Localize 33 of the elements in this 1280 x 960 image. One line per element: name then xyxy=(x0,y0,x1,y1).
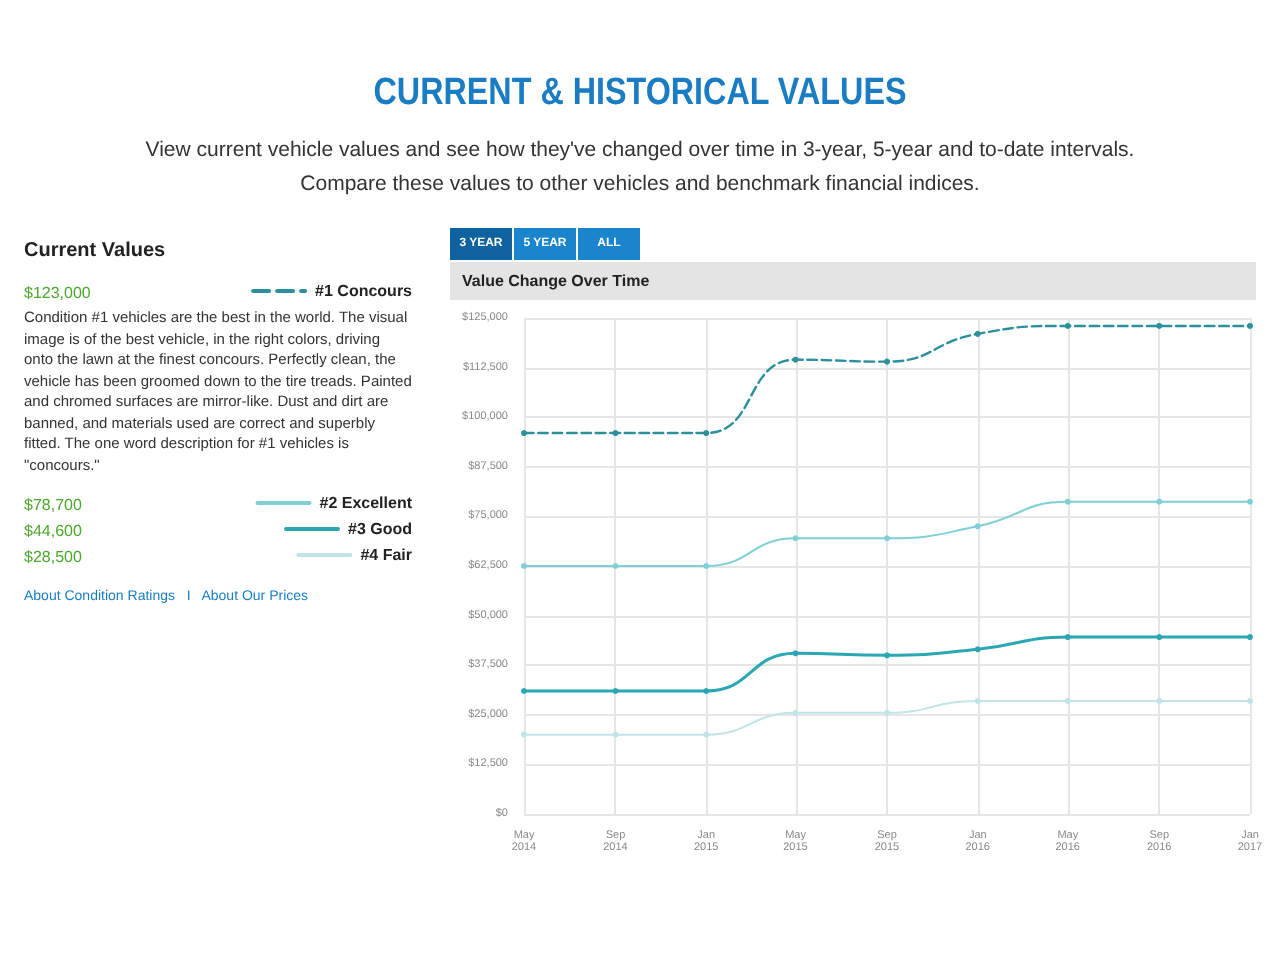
point xyxy=(703,731,710,738)
point xyxy=(521,731,527,738)
point xyxy=(884,358,890,365)
text: Current Values xyxy=(24,240,168,262)
point xyxy=(612,430,619,437)
point xyxy=(974,646,981,653)
text: $28,500 xyxy=(24,548,82,566)
line-series xyxy=(521,634,1253,694)
legend-label: #3 Good xyxy=(347,520,413,538)
line-series xyxy=(521,498,1253,569)
text: Value Change Over Time xyxy=(450,262,1256,300)
point xyxy=(612,563,619,569)
legend-label: #2 Excellent xyxy=(319,494,413,512)
point xyxy=(1156,498,1163,505)
text: $78,700 xyxy=(24,496,82,514)
text: $123,000 xyxy=(24,284,91,302)
text: $44,600 xyxy=(24,522,82,540)
point xyxy=(974,523,981,530)
point xyxy=(612,687,619,694)
chart-subtitle: View current vehicle values and see how they've changed over time in 3-year, 5-year and to-date intervals. Compare these values to other vehicles and benchmark financial indices. xyxy=(143,136,1137,200)
chart-title: CURRENT & HISTORICAL VALUES xyxy=(371,72,909,116)
point xyxy=(703,430,710,437)
point xyxy=(974,330,981,337)
point xyxy=(884,535,890,542)
point xyxy=(792,535,799,542)
point xyxy=(1156,322,1163,329)
point xyxy=(792,650,799,657)
point xyxy=(1064,498,1071,505)
legend-label: #1 Concours xyxy=(315,282,414,300)
point xyxy=(884,652,890,659)
point xyxy=(1247,498,1253,505)
point xyxy=(792,709,799,716)
legend-label: #4 Fair xyxy=(360,546,413,564)
